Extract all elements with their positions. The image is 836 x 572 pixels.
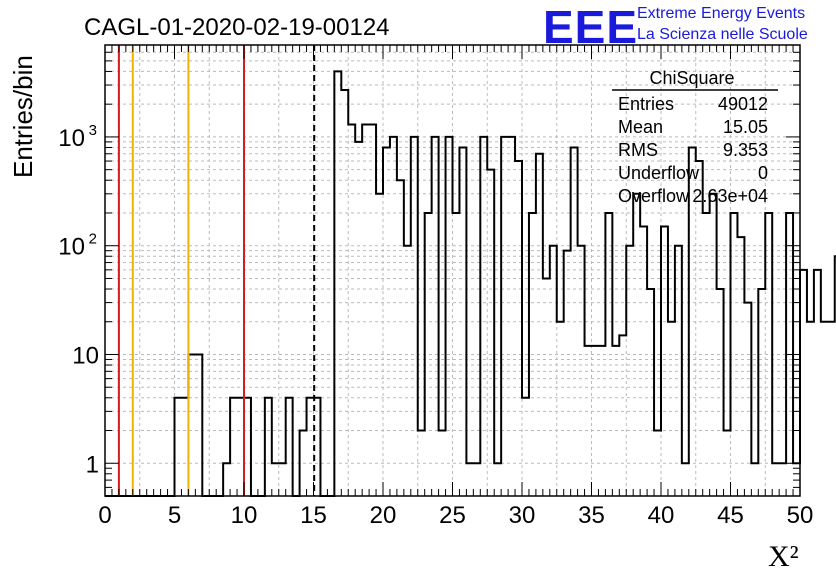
grid (105, 45, 800, 496)
stats-value-underflow: 0 (758, 163, 768, 183)
x-tick-label: 30 (509, 502, 536, 529)
stats-value-mean: 15.05 (723, 117, 768, 137)
stats-value-rms: 9.353 (723, 140, 768, 160)
x-tick-label: 50 (787, 502, 814, 529)
eee-logo: EEE Extreme Energy Events La Scienza nel… (543, 1, 808, 53)
y-tick-label: 10 (58, 234, 85, 261)
y-tick-label: 1 (86, 451, 99, 478)
stats-label-entries: Entries (618, 94, 674, 114)
stats-label-rms: RMS (618, 140, 658, 160)
stats-value-entries: 49012 (718, 94, 768, 114)
stats-label-underflow: Underflow (618, 163, 700, 183)
stats-title: ChiSquare (649, 68, 734, 88)
x-tick-label: 15 (300, 502, 327, 529)
logo-line1: Extreme Energy Events (637, 5, 805, 22)
x-tick-label: 25 (439, 502, 466, 529)
stats-label-mean: Mean (618, 117, 663, 137)
stats-box: ChiSquare Entries 49012 Mean 15.05 RMS 9… (612, 68, 778, 206)
x-tick-label: 5 (168, 502, 181, 529)
x-tick-label: 40 (648, 502, 675, 529)
x-tick-label: 0 (98, 502, 111, 529)
stats-label-overflow: Overflow (618, 186, 690, 206)
x-tick-label: 35 (578, 502, 605, 529)
y-tick-label: 10 (58, 125, 85, 152)
stats-value-overflow: 2.63e+04 (692, 186, 768, 206)
x-tick-label: 45 (717, 502, 744, 529)
reference-lines (117, 45, 316, 496)
y-tick-exponent: 2 (89, 231, 97, 248)
logo-line2: La Scienza nelle Scuole (637, 26, 808, 43)
y-tick-exponent: 3 (89, 122, 97, 139)
y-axis-label: Entries/bin (8, 55, 38, 178)
histogram-plot (105, 70, 836, 497)
x-tick-label: 20 (370, 502, 397, 529)
chart-title: CAGL-01-2020-02-19-00124 (84, 14, 390, 41)
y-tick-label: 10 (72, 342, 99, 369)
x-tick-label: 10 (231, 502, 258, 529)
x-axis-label: X² (768, 540, 799, 572)
histogram-outline (105, 70, 836, 497)
